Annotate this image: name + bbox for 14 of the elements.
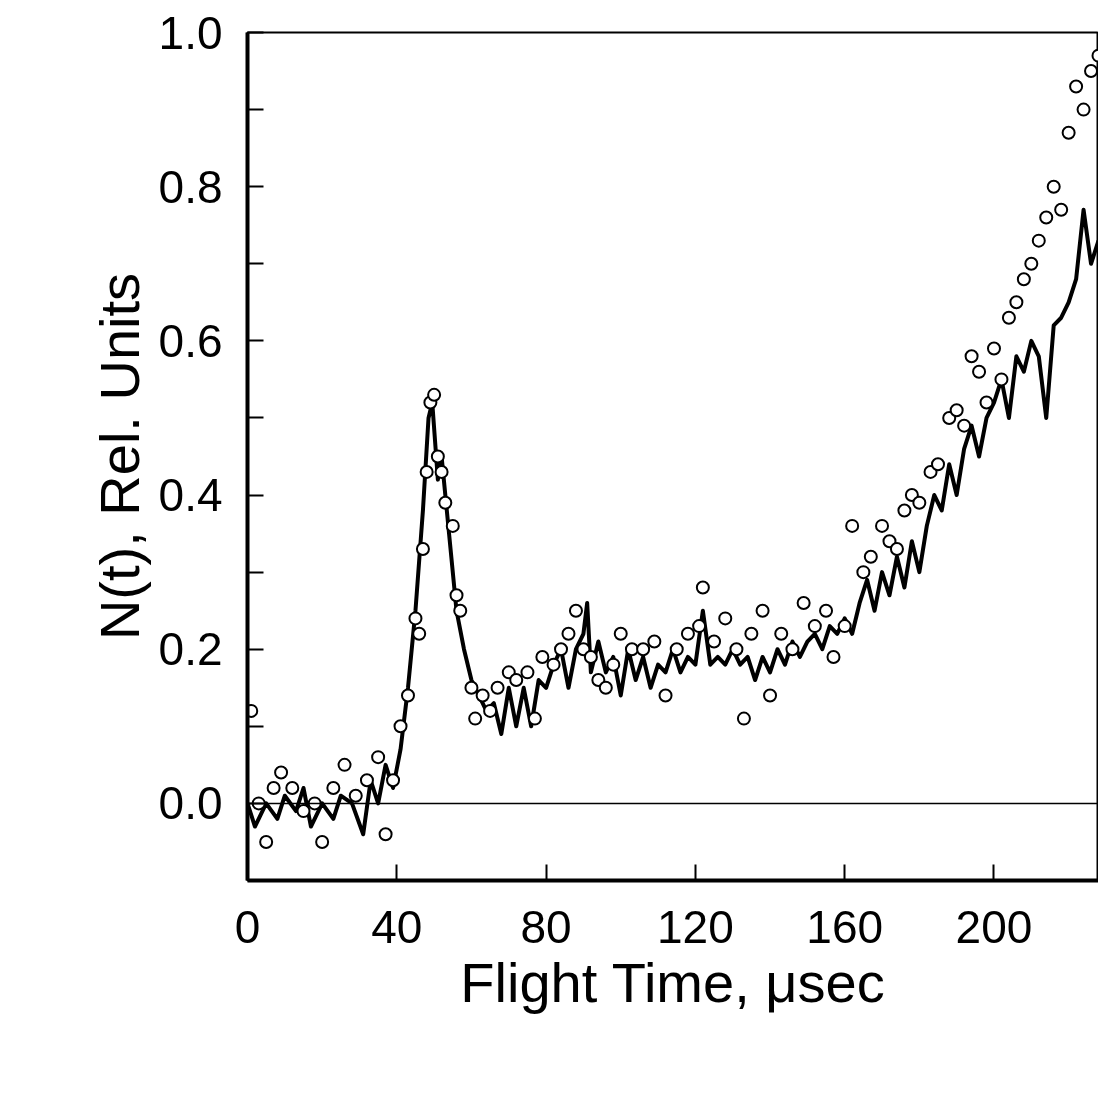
y-tick-label: 0.4 [158,469,223,522]
y-tick-label: 1.0 [158,6,223,59]
y-tick-label: 0.0 [158,777,223,830]
x-tick-label: 120 [657,900,734,953]
x-tick-label: 0 [234,900,261,953]
y-tick-label: 0.2 [158,623,223,676]
y-axis-title: N(t), Rel. Units [87,272,151,641]
x-tick-label: 160 [806,900,884,953]
x-axis-title: Flight Time, μsec [460,950,885,1014]
y-tick-label: 0.8 [158,160,223,213]
x-tick-label: 200 [955,900,1033,953]
x-tick-label: 80 [520,900,572,953]
x-tick-label: 40 [371,900,423,953]
y-tick-label: 0.6 [158,314,223,367]
